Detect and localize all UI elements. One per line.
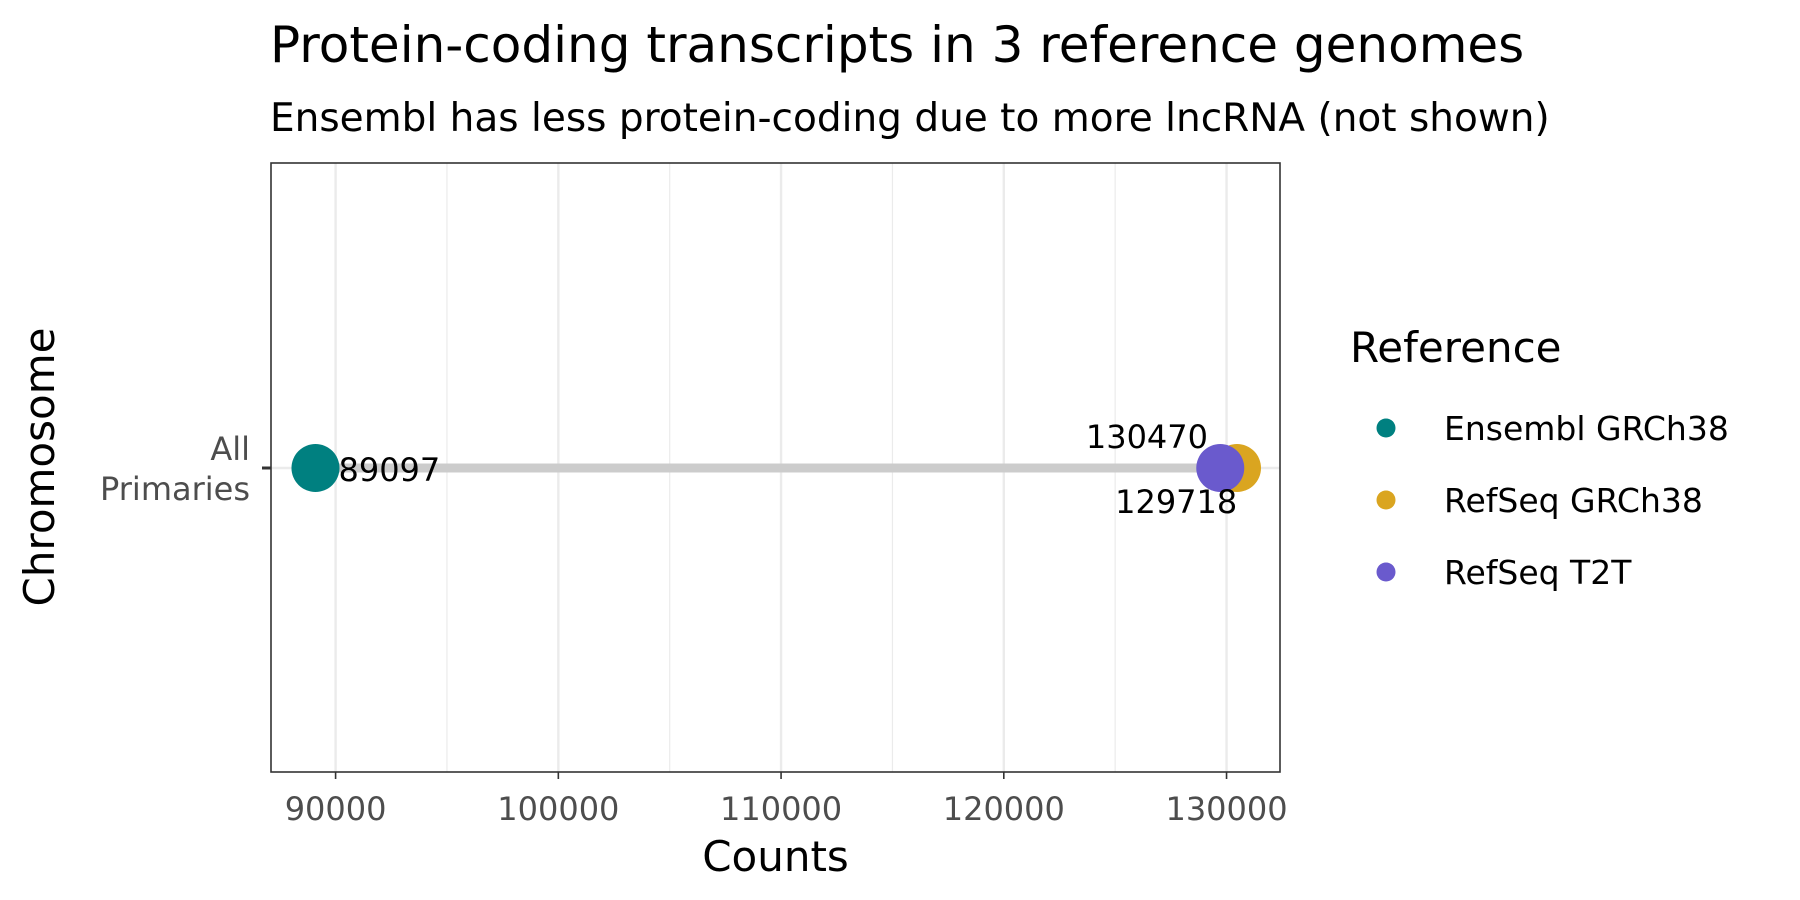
legend-label: Ensembl GRCh38 bbox=[1444, 409, 1729, 448]
legend-label: RefSeq T2T bbox=[1444, 553, 1632, 592]
legend: Reference Ensembl GRCh38 RefSeq GRCh38 Ref… bbox=[1350, 323, 1729, 592]
y-axis: All Primaries bbox=[100, 430, 271, 508]
x-tick-label: 90000 bbox=[285, 790, 387, 828]
data-label-refseq-grch38: 130470 bbox=[1086, 418, 1208, 456]
data-label-ensembl-grch38: 89097 bbox=[338, 451, 440, 489]
y-tick-label: All Primaries bbox=[100, 430, 250, 508]
legend-title: Reference bbox=[1350, 323, 1562, 372]
x-tick-label: 100000 bbox=[497, 790, 619, 828]
x-tick-label: 130000 bbox=[1165, 790, 1287, 828]
x-tick-label: 120000 bbox=[943, 790, 1065, 828]
legend-key-refseq-t2t bbox=[1376, 562, 1396, 582]
data-labels: 89097 130470 129718 bbox=[338, 418, 1237, 521]
legend-label: RefSeq GRCh38 bbox=[1444, 481, 1703, 520]
chart-subtitle: Ensembl has less protein-coding due to m… bbox=[270, 96, 1550, 141]
data-points bbox=[291, 444, 1262, 492]
x-axis-title: Counts bbox=[702, 832, 849, 881]
chart-title: Protein-coding transcripts in 3 referenc… bbox=[270, 16, 1524, 74]
x-tick-label: 110000 bbox=[720, 790, 842, 828]
point-ensembl-grch38 bbox=[291, 444, 340, 492]
legend-key-ensembl-grch38 bbox=[1376, 418, 1396, 438]
y-axis-title: Chromosome bbox=[15, 328, 64, 607]
point-refseq-t2t bbox=[1196, 444, 1245, 492]
legend-key-refseq-grch38 bbox=[1376, 490, 1396, 510]
data-label-refseq-t2t: 129718 bbox=[1115, 483, 1237, 521]
x-axis: 90000 100000 110000 120000 130000 bbox=[285, 772, 1288, 828]
